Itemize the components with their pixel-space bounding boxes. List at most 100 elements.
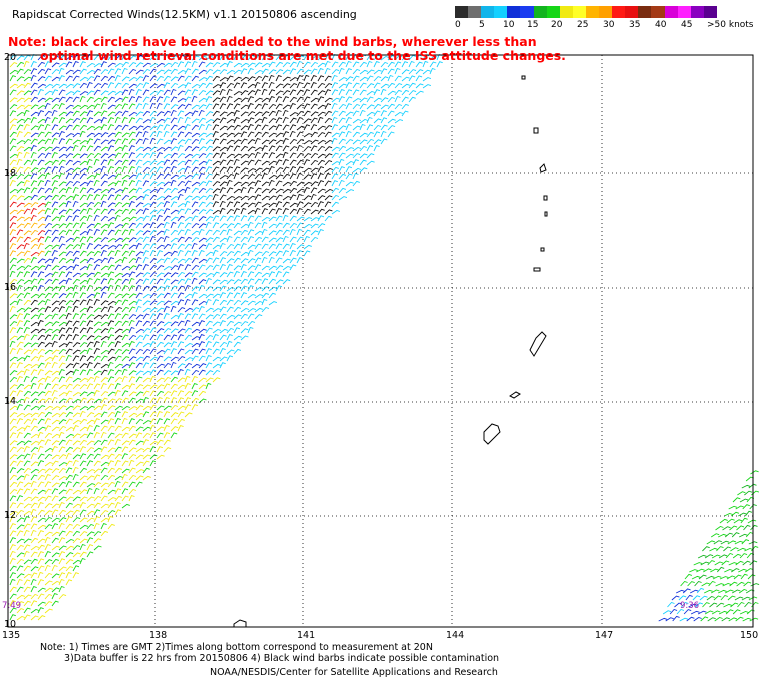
- wind-barb: [9, 270, 16, 278]
- wind-barb: [107, 447, 116, 453]
- wind-barb: [359, 139, 368, 145]
- wind-barb: [359, 167, 368, 173]
- wind-barb: [233, 222, 241, 229]
- wind-barb: [671, 595, 680, 601]
- wind-barb: [310, 209, 319, 215]
- wind-barb: [65, 104, 74, 110]
- wind-barb: [696, 587, 705, 594]
- wind-barb: [149, 160, 158, 166]
- wind-barb: [373, 61, 380, 68]
- wind-barb: [9, 446, 17, 453]
- wind-barb: [142, 75, 149, 82]
- wind-barb: [310, 223, 319, 229]
- legend-swatch: [599, 6, 613, 18]
- wind-barb: [30, 132, 39, 138]
- wind-barb: [380, 124, 388, 131]
- wind-barb: [9, 376, 18, 383]
- wind-barb: [205, 194, 213, 201]
- wind-barb: [268, 179, 275, 187]
- wind-barb: [219, 279, 228, 285]
- wind-barb: [303, 236, 310, 243]
- wind-barb: [240, 145, 249, 152]
- wind-barb: [30, 412, 39, 418]
- wind-barb: [100, 110, 108, 117]
- wind-barb: [149, 90, 158, 96]
- wind-barb: [58, 299, 67, 306]
- wind-barb: [23, 550, 30, 558]
- wind-barb: [107, 187, 115, 194]
- wind-barb: [268, 223, 277, 229]
- wind-barb: [128, 314, 137, 320]
- wind-barb: [226, 139, 235, 145]
- wind-barb: [37, 131, 45, 138]
- wind-barb: [191, 153, 200, 159]
- wind-barb: [37, 431, 44, 439]
- wind-barb: [345, 68, 352, 75]
- wind-barb: [352, 61, 360, 68]
- wind-barb: [233, 132, 242, 138]
- wind-barb: [163, 69, 172, 75]
- wind-barb: [226, 314, 235, 320]
- wind-barb: [142, 130, 149, 138]
- wind-barb: [156, 384, 165, 390]
- wind-barb: [142, 460, 150, 467]
- wind-barb: [58, 165, 65, 173]
- wind-barb: [72, 167, 81, 173]
- wind-barb: [296, 139, 305, 145]
- wind-barb: [93, 447, 102, 453]
- wind-barb: [128, 166, 135, 173]
- wind-barb: [710, 568, 719, 573]
- wind-barb: [191, 223, 200, 229]
- wind-barb: [30, 523, 38, 530]
- wind-barb: [275, 159, 283, 166]
- wind-barb: [107, 229, 115, 236]
- wind-barb: [79, 397, 87, 404]
- wind-barb: [51, 454, 60, 460]
- wind-barb: [191, 355, 199, 362]
- wind-barb: [331, 194, 340, 201]
- wind-barb: [23, 265, 32, 271]
- wind-barb: [142, 102, 149, 110]
- wind-barb: [51, 300, 60, 306]
- wind-barb: [233, 250, 241, 257]
- wind-barb: [65, 292, 73, 299]
- wind-barb: [745, 531, 754, 538]
- wind-barb: [142, 256, 149, 264]
- wind-barb: [149, 243, 157, 250]
- wind-barb: [121, 320, 129, 327]
- wind-barb: [65, 138, 73, 145]
- legend-swatch: [572, 6, 586, 18]
- wind-barb: [352, 139, 361, 145]
- wind-barb: [240, 55, 249, 61]
- wind-barb: [729, 581, 738, 587]
- wind-barb: [58, 454, 67, 460]
- wind-barb: [100, 278, 108, 285]
- wind-barb: [317, 180, 325, 187]
- wind-barb: [177, 328, 186, 334]
- wind-barb: [149, 454, 158, 460]
- wind-barb: [191, 376, 198, 383]
- wind-barb: [310, 68, 318, 75]
- wind-barb: [198, 90, 207, 96]
- wind-barb: [65, 278, 72, 285]
- wind-barb: [177, 193, 184, 201]
- wind-barb: [352, 153, 361, 159]
- wind-barb: [114, 425, 122, 432]
- wind-barb: [86, 165, 93, 173]
- wind-barb: [23, 355, 31, 362]
- wind-barb: [163, 272, 172, 278]
- wind-barb: [345, 89, 353, 96]
- wind-barb: [128, 83, 137, 89]
- wind-barb: [65, 460, 73, 467]
- wind-barb: [44, 264, 52, 271]
- wind-barb: [58, 376, 66, 383]
- wind-barb: [184, 124, 191, 131]
- wind-barb: [191, 55, 200, 61]
- wind-barb: [128, 138, 136, 145]
- wind-barb: [296, 257, 303, 264]
- wind-barb: [9, 314, 18, 320]
- wind-barb: [128, 412, 137, 418]
- footer-credit: NOAA/NESDIS/Center for Satellite Applica…: [210, 667, 498, 678]
- wind-barb: [233, 341, 241, 348]
- wind-barb: [16, 335, 25, 341]
